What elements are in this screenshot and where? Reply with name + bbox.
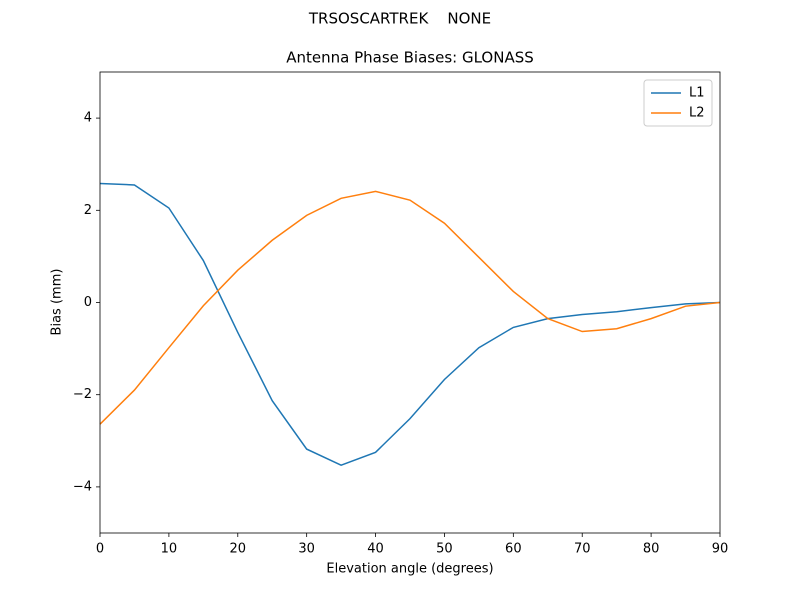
x-tick-label: 60 [505, 542, 522, 557]
y-tick-label: −2 [73, 387, 92, 402]
x-tick-label: 30 [298, 542, 315, 557]
x-tick-label: 40 [367, 542, 384, 557]
y-tick-label: 2 [84, 203, 92, 218]
x-axis-label: Elevation angle (degrees) [326, 562, 493, 577]
y-tick-label: 4 [84, 111, 92, 126]
x-tick-label: 20 [230, 542, 247, 557]
x-tick-label: 50 [436, 542, 453, 557]
y-tick-label: 0 [84, 295, 92, 310]
legend-box [643, 79, 713, 127]
x-tick-label: 90 [712, 542, 729, 557]
x-tick-label: 0 [96, 542, 104, 557]
suptitle: TRSOSCARTREK NONE [308, 10, 491, 28]
x-tick-label: 70 [574, 542, 591, 557]
legend-label: L2 [689, 106, 705, 121]
chart-title: Antenna Phase Biases: GLONASS [286, 49, 534, 67]
plot-frame [99, 71, 721, 534]
y-tick-label: −4 [73, 479, 92, 494]
legend-label: L1 [689, 86, 705, 101]
y-axis-label: Bias (mm) [50, 269, 65, 336]
x-tick-label: 10 [161, 542, 178, 557]
series-line [99, 182, 721, 467]
series-line [99, 190, 721, 425]
x-tick-label: 80 [643, 542, 660, 557]
